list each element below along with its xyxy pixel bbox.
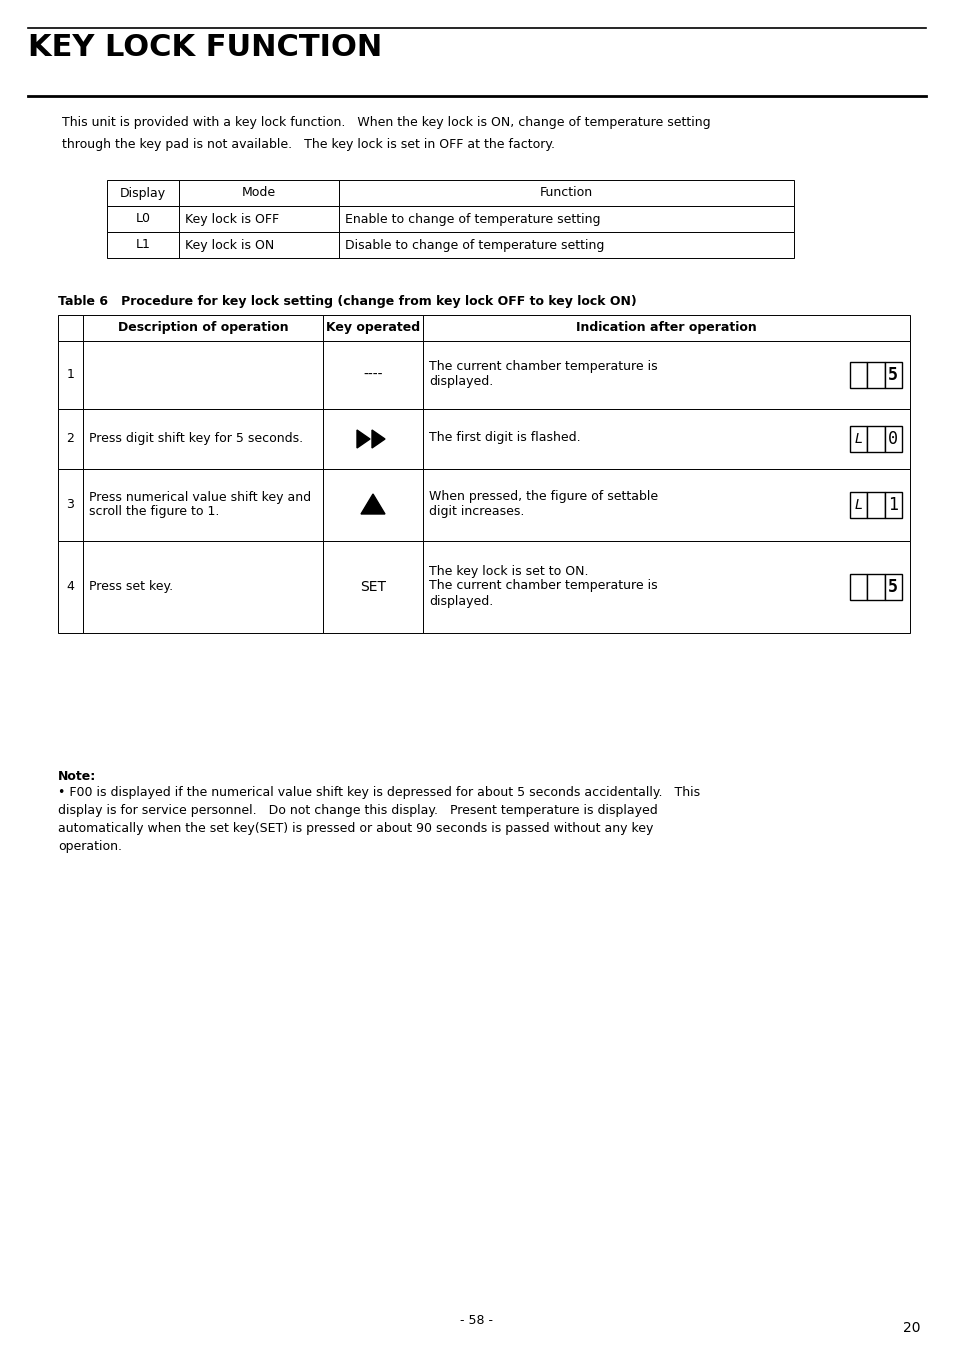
Text: display is for service personnel.   Do not change this display.   Present temper: display is for service personnel. Do not… [58,805,657,817]
Bar [883,427,901,452]
Bar [338,207,793,232]
Text: Key operated: Key operated [326,321,419,335]
Bar [883,491,901,518]
Text: L0: L0 [135,212,151,225]
Text: operation.: operation. [58,840,122,853]
Text: Press set key.: Press set key. [89,580,172,593]
Bar [83,541,323,633]
Text: L1: L1 [135,239,151,251]
Text: Display: Display [120,186,166,200]
Bar [107,207,179,232]
Bar [866,362,883,387]
Text: 5: 5 [887,366,898,383]
Text: • F00 is displayed if the numerical value shift key is depressed for about 5 sec: • F00 is displayed if the numerical valu… [58,786,700,799]
Bar [849,574,866,599]
Polygon shape [360,494,385,514]
Bar [422,541,909,633]
Text: 1: 1 [887,495,898,514]
Bar [107,180,179,207]
Bar [83,315,323,342]
Bar [866,491,883,518]
Bar [422,315,909,342]
Text: Key lock is OFF: Key lock is OFF [185,212,279,225]
Bar [58,315,83,342]
Bar [323,409,422,468]
Text: Enable to change of temperature setting: Enable to change of temperature setting [345,212,599,225]
Text: The current chamber temperature is: The current chamber temperature is [429,579,657,593]
Bar [58,342,83,409]
Text: scroll the figure to 1.: scroll the figure to 1. [89,505,219,518]
Text: Indication after operation: Indication after operation [576,321,756,335]
Text: The current chamber temperature is: The current chamber temperature is [429,360,657,373]
Text: Press digit shift key for 5 seconds.: Press digit shift key for 5 seconds. [89,432,303,446]
Bar [179,207,338,232]
Text: displayed.: displayed. [429,594,493,608]
Bar [323,468,422,541]
Bar [849,491,866,518]
Bar [866,427,883,452]
Text: Table 6   Procedure for key lock setting (change from key lock OFF to key lock O: Table 6 Procedure for key lock setting (… [58,296,636,308]
Text: 20: 20 [902,1322,920,1335]
Bar [58,468,83,541]
Text: When pressed, the figure of settable: When pressed, the figure of settable [429,490,658,504]
Bar [83,342,323,409]
Bar [883,574,901,599]
Text: This unit is provided with a key lock function.   When the key lock is ON, chang: This unit is provided with a key lock fu… [62,116,710,130]
Text: - 58 -: - 58 - [460,1314,493,1327]
Text: automatically when the set key(SET) is pressed or about 90 seconds is passed wit: automatically when the set key(SET) is p… [58,822,653,836]
Bar [323,315,422,342]
Text: 1: 1 [67,369,74,382]
Bar [83,409,323,468]
Bar [422,342,909,409]
Text: Note:: Note: [58,769,96,783]
Bar [323,541,422,633]
Bar [883,362,901,387]
Text: Mode: Mode [242,186,275,200]
Bar [422,409,909,468]
Bar [107,232,179,258]
Bar [849,362,866,387]
Text: ----: ---- [363,369,382,382]
Bar [179,232,338,258]
Text: 5: 5 [887,578,898,595]
Bar [58,409,83,468]
Text: Press numerical value shift key and: Press numerical value shift key and [89,491,311,504]
Text: digit increases.: digit increases. [429,505,524,518]
Polygon shape [356,431,370,448]
Bar [338,232,793,258]
Text: 3: 3 [67,498,74,512]
Text: The first digit is flashed.: The first digit is flashed. [429,432,580,444]
Text: through the key pad is not available.   The key lock is set in OFF at the factor: through the key pad is not available. Th… [62,138,555,151]
Text: KEY LOCK FUNCTION: KEY LOCK FUNCTION [28,32,382,62]
Text: Disable to change of temperature setting: Disable to change of temperature setting [345,239,604,251]
Bar [83,468,323,541]
Bar [338,180,793,207]
Bar [323,342,422,409]
Text: L: L [854,498,862,512]
Text: 4: 4 [67,580,74,594]
Bar [866,574,883,599]
Bar [422,468,909,541]
Text: 2: 2 [67,432,74,446]
Text: Function: Function [539,186,593,200]
Polygon shape [372,431,385,448]
Text: L: L [854,432,862,446]
Text: 0: 0 [887,431,898,448]
Text: displayed.: displayed. [429,375,493,387]
Bar [58,541,83,633]
Text: SET: SET [359,580,386,594]
Text: Key lock is ON: Key lock is ON [185,239,274,251]
Text: The key lock is set to ON.: The key lock is set to ON. [429,564,588,578]
Bar [179,180,338,207]
Bar [849,427,866,452]
Text: Description of operation: Description of operation [117,321,288,335]
